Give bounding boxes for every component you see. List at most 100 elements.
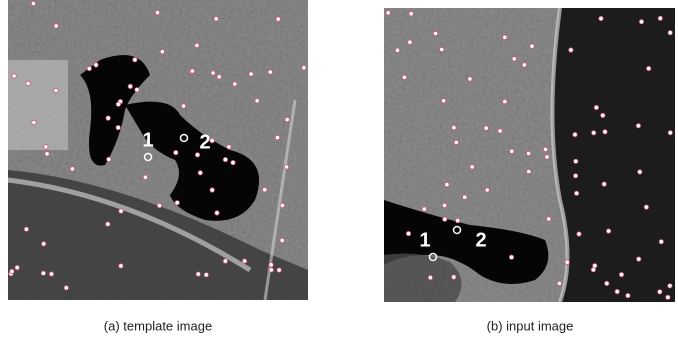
keypoint	[277, 268, 281, 272]
keypoint	[574, 191, 578, 195]
keypoint	[214, 17, 218, 21]
keypoint	[54, 88, 58, 92]
keypoint	[106, 222, 110, 226]
keypoint	[211, 71, 215, 75]
keypoint	[408, 40, 412, 44]
keypoint	[498, 129, 502, 133]
keypoint	[456, 218, 460, 222]
marker-label: 1	[142, 129, 153, 151]
keypoint	[10, 269, 14, 273]
keypoint	[155, 10, 159, 14]
keypoint	[668, 31, 672, 35]
keypoint	[42, 242, 46, 246]
keypoint	[470, 165, 474, 169]
keypoint	[658, 16, 662, 20]
keypoint	[605, 281, 609, 285]
keypoint	[545, 155, 549, 159]
keypoint	[395, 48, 399, 52]
marker-label: 2	[199, 131, 210, 153]
keypoint	[195, 153, 199, 157]
keypoint	[668, 131, 672, 135]
template-image	[8, 0, 308, 300]
keypoint	[133, 58, 137, 62]
keypoint	[107, 157, 111, 161]
marker-label: 1	[419, 229, 430, 251]
keypoint	[428, 275, 432, 279]
keypoint	[204, 273, 208, 277]
keypoint	[468, 77, 472, 81]
keypoint	[569, 48, 573, 52]
keypoint	[668, 284, 672, 288]
keypoint	[223, 157, 227, 161]
keypoint	[31, 1, 35, 5]
keypoint	[223, 259, 227, 263]
keypoint	[174, 150, 178, 154]
keypoint	[41, 271, 45, 275]
keypoint	[666, 295, 670, 299]
keypoint	[215, 211, 219, 215]
keypoint	[269, 263, 273, 267]
keypoint	[626, 293, 630, 297]
keypoint	[503, 35, 507, 39]
keypoint	[24, 227, 28, 231]
keypoint	[422, 207, 426, 211]
caption: (b) input image	[487, 318, 574, 333]
keypoint	[637, 257, 641, 261]
keypoint	[452, 275, 456, 279]
keypoint	[522, 63, 526, 67]
keypoint	[32, 120, 36, 124]
keypoint	[644, 205, 648, 209]
keypoint	[599, 16, 603, 20]
keypoint	[409, 12, 413, 16]
keypoint	[217, 75, 221, 79]
keypoint	[263, 188, 267, 192]
keypoint	[484, 126, 488, 130]
keypoint	[510, 149, 514, 153]
keypoint	[54, 24, 58, 28]
keypoint	[268, 70, 272, 74]
keypoint	[442, 203, 446, 207]
marker-label: 2	[475, 229, 486, 251]
keypoint	[445, 182, 449, 186]
keypoint	[196, 272, 200, 276]
keypoint	[45, 152, 49, 156]
keypoint	[441, 99, 445, 103]
keypoint	[543, 147, 547, 151]
keypoint	[659, 240, 663, 244]
keypoint	[195, 43, 199, 47]
keypoint	[527, 169, 531, 173]
keypoint	[452, 125, 456, 129]
keypoint	[603, 130, 607, 134]
keypoint	[160, 50, 164, 54]
keypoint	[280, 238, 284, 242]
keypoint	[509, 255, 513, 259]
keypoint	[128, 84, 132, 88]
keypoint	[547, 217, 551, 221]
keypoint	[454, 140, 458, 144]
keypoint	[573, 132, 577, 136]
keypoint	[64, 286, 68, 290]
keypoint	[285, 117, 289, 121]
keypoint	[638, 170, 642, 174]
keypoint	[233, 82, 237, 86]
keypoint	[231, 160, 235, 164]
keypoint	[210, 188, 214, 192]
keypoint	[94, 63, 98, 67]
keypoint	[526, 151, 530, 155]
keypoint	[530, 44, 534, 48]
keypoint	[565, 260, 569, 264]
keypoint	[302, 66, 306, 70]
keypoint	[619, 272, 623, 276]
keypoint	[284, 165, 288, 169]
keypoint	[463, 195, 467, 199]
keypoint	[636, 124, 640, 128]
keypoint	[557, 281, 561, 285]
keypoint	[443, 217, 447, 221]
keypoint	[406, 231, 410, 235]
keypoint	[198, 171, 202, 175]
keypoint	[485, 188, 489, 192]
keypoint	[639, 20, 643, 24]
keypoint	[601, 113, 605, 117]
keypoint	[175, 201, 179, 205]
keypoint	[242, 259, 246, 263]
